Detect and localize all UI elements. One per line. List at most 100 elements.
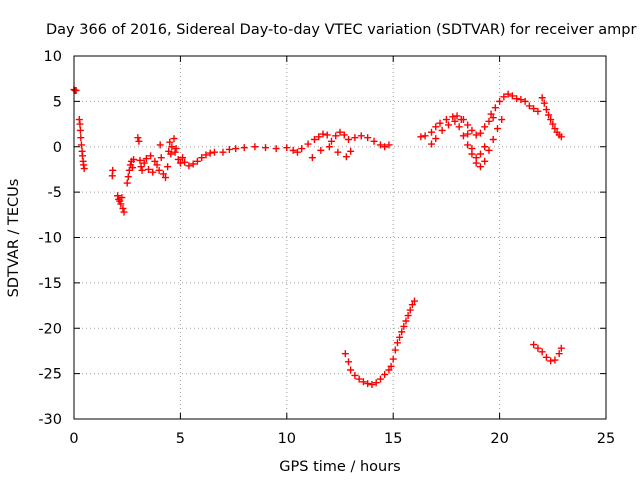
data-point [157,154,165,162]
data-point [185,162,193,170]
y-tick-label: 5 [53,94,62,110]
data-point [117,200,125,208]
data-point [202,151,210,159]
data-point [400,322,408,330]
data-point [364,380,372,388]
data-point [508,92,516,100]
y-tick-label: -25 [38,367,62,383]
chart-title: Day 366 of 2016, Sidereal Day-to-day VTE… [46,22,636,38]
data-point [120,208,128,216]
data-point [206,149,214,157]
data-point [368,381,376,389]
data-point [551,125,559,133]
data-point [176,159,184,167]
data-point [459,132,467,140]
data-point [225,145,233,153]
data-point [179,154,187,162]
data-point [481,157,489,165]
data-point [124,173,132,181]
data-point [496,97,504,105]
data-point [317,146,325,154]
data-point [341,350,349,358]
data-point [476,150,484,158]
data-point [489,114,497,122]
data-point [485,117,493,125]
data-point [521,97,529,105]
data-point [293,148,301,156]
data-point [283,144,291,152]
data-point [167,150,175,158]
data-point [138,166,146,174]
y-tick-label: -20 [38,321,62,337]
data-point [432,135,440,143]
data-point [417,133,425,141]
data-point [555,350,563,358]
y-axis-label: SDTVAR / TECUs [6,179,22,298]
data-point [77,141,85,149]
data-point [421,132,429,140]
data-point [351,134,359,142]
data-point [389,355,397,363]
data-point [345,358,353,366]
data-point [432,123,440,131]
data-point [557,344,565,352]
data-point [476,129,484,137]
x-tick-label: 20 [490,431,508,447]
data-point [336,128,344,136]
gridlines [74,56,606,419]
data-point [340,131,348,139]
x-tick-label: 25 [597,431,615,447]
data-point [464,121,472,129]
data-point [310,135,318,143]
data-point [500,93,508,101]
data-point [129,164,137,172]
data-point [451,117,459,125]
data-point [166,138,174,146]
data-point [493,125,501,133]
data-point [487,110,495,118]
data-point [517,96,525,104]
data-point [436,119,444,127]
data-point [193,157,201,165]
x-tick-label: 5 [176,431,185,447]
data-point [547,357,555,365]
data-point [109,166,117,174]
data-point [359,378,367,386]
data-point [345,135,353,143]
data-point [189,160,197,168]
data-point [491,104,499,112]
data-point [149,168,157,176]
data-point [393,339,401,347]
data-point [364,134,372,142]
data-point [549,120,557,128]
data-point [219,148,227,156]
data-point [342,153,350,161]
data-point [398,328,406,336]
data-point [144,165,152,173]
data-point [240,144,248,152]
data-point [468,145,476,153]
data-point [123,179,131,187]
data-point [136,156,144,164]
data-point [545,111,553,119]
data-point [325,143,333,151]
data-point [323,131,331,139]
data-point [534,107,542,115]
x-tick-label: 15 [384,431,402,447]
data-point [481,143,489,151]
data-point [135,137,143,145]
data-point [489,135,497,143]
data-point [387,362,395,370]
data-point [547,116,555,124]
data-point [408,301,416,309]
data-point [459,116,467,124]
data-point [513,95,521,103]
data-point [542,106,550,114]
data-point [485,146,493,154]
data-point [151,157,159,165]
data-point [172,145,180,153]
data-point [381,371,389,379]
data-point [530,105,538,113]
data-point [530,341,538,349]
data-point [153,161,161,169]
